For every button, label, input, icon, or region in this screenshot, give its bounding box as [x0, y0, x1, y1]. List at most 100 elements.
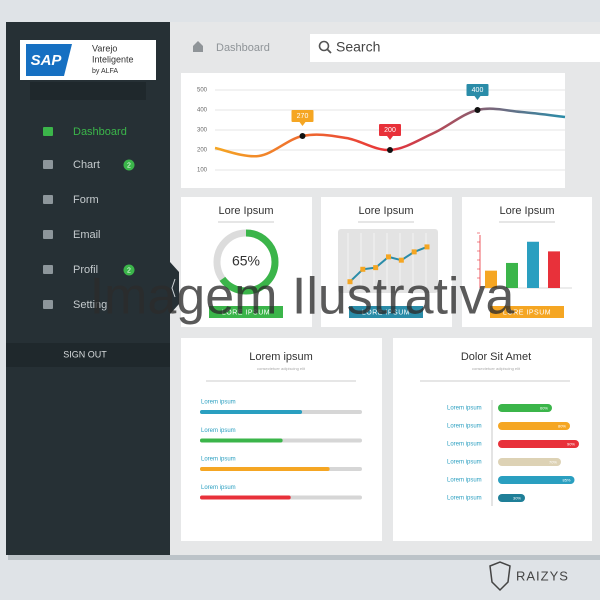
- value-tag-pointer: [387, 136, 393, 140]
- search-icon: [318, 40, 330, 52]
- data-point: [474, 107, 481, 113]
- card-title: Lore Ipsum: [499, 205, 554, 217]
- row-label: Lorem ipsum: [201, 428, 236, 434]
- progress-fill: [200, 410, 303, 414]
- logo-line: Inteligente: [92, 54, 134, 64]
- card-button-label: LORE IPSUM: [503, 309, 551, 316]
- pill-bar: [498, 494, 525, 502]
- pill-bar: [498, 440, 579, 448]
- search-box[interactable]: [310, 34, 600, 62]
- card-button-label: LORE IPSUM: [362, 309, 410, 316]
- search-icon: [326, 48, 332, 54]
- pill-label: 70%: [549, 460, 557, 465]
- toggle-arrow: [171, 278, 176, 298]
- marks: Dashboard Chart 2 Form Email Profil 2 Setting 50…: [43, 84, 579, 506]
- mini-point: [411, 249, 417, 255]
- pill-label: 90%: [567, 442, 575, 447]
- logo-line: Varejo: [92, 43, 117, 53]
- y-tick-label: 200: [197, 148, 208, 154]
- row-label: Lorem ipsum: [201, 400, 236, 406]
- row-label: Lorem ipsum: [201, 485, 236, 491]
- mini-bar: [527, 241, 539, 288]
- menu-icon: [43, 127, 53, 136]
- card-title: Lorem ipsum: [249, 351, 313, 363]
- sidebar-toggle[interactable]: [170, 262, 179, 314]
- pill-bar: [498, 422, 570, 430]
- sign-out[interactable]: SIGN OUT: [63, 349, 107, 359]
- watermark: Imagem Ilustrativa: [90, 268, 515, 326]
- sign-out-bar[interactable]: [6, 343, 170, 367]
- row-label: Lorem ipsum: [447, 496, 482, 502]
- donut-value: [213, 229, 279, 295]
- value-label: 200: [384, 127, 396, 134]
- sidebar: [6, 22, 170, 555]
- value-label: 270: [297, 113, 309, 120]
- menu-item[interactable]: Setting: [73, 299, 107, 311]
- menu-item[interactable]: Form: [73, 194, 99, 206]
- breadcrumb[interactable]: Dashboard: [216, 42, 270, 54]
- pill-label: 85%: [562, 478, 570, 483]
- card-title: Lore Ipsum: [358, 205, 413, 217]
- mini-point: [373, 265, 379, 271]
- menu-icon: [43, 230, 53, 239]
- row-label: Lorem ipsum: [447, 424, 482, 430]
- value-tag-pointer: [299, 122, 306, 126]
- logo-line: by ALFA: [92, 68, 118, 75]
- mini-point: [424, 244, 430, 250]
- donut-label: 65%: [232, 253, 260, 269]
- progress-fill: [200, 495, 291, 500]
- card-subtitle: consectetuer adipiscing elit: [257, 366, 306, 371]
- card-button[interactable]: [490, 306, 564, 318]
- menu-item[interactable]: Email: [73, 229, 101, 241]
- pill-label: 30%: [513, 496, 521, 501]
- menu-item[interactable]: Profil: [73, 264, 98, 276]
- card: [181, 197, 312, 327]
- mini-point: [360, 266, 366, 272]
- progress-fill: [200, 467, 330, 471]
- mini-bar: [548, 251, 560, 288]
- menu-item[interactable]: Chart: [73, 159, 100, 171]
- value-tag: [379, 124, 401, 136]
- row-label: Lorem ipsum: [447, 460, 482, 466]
- value-label: 400: [472, 87, 484, 94]
- y-tick-label: 400: [197, 108, 208, 114]
- logo-brand: SAP: [31, 52, 63, 69]
- mini-bar: [506, 262, 518, 288]
- row-label: Lorem ipsum: [447, 406, 482, 412]
- search-placeholder[interactable]: Search: [336, 39, 380, 55]
- pill-label: 60%: [540, 406, 548, 411]
- logo-strip: [30, 82, 146, 100]
- credit: RAIZYS: [516, 568, 569, 583]
- y-tick-label: 500: [197, 88, 208, 94]
- menu-icon: [43, 300, 53, 309]
- mini-bar: [485, 270, 497, 288]
- credit-emblem: [489, 561, 511, 592]
- card-button-label: LORE IPSUM: [222, 309, 270, 316]
- pill-label: 80%: [558, 424, 566, 429]
- row-label: Lorem ipsum: [201, 457, 236, 463]
- card-title: Dolor Sit Amet: [461, 351, 531, 363]
- badge-count: 2: [127, 267, 131, 274]
- pill-bar: [498, 476, 575, 484]
- data-point: [387, 147, 393, 153]
- bar-card: [393, 338, 592, 541]
- y-tick-label: 300: [197, 128, 208, 134]
- value-tag: [466, 84, 489, 96]
- mini-point: [386, 254, 391, 260]
- card-subtitle: consectetuer adipiscing elit: [472, 366, 521, 371]
- pill-bar: [498, 458, 561, 466]
- row-label: Lorem ipsum: [447, 478, 482, 484]
- badge-count: 2: [127, 162, 131, 169]
- value-tag-pointer: [474, 96, 481, 100]
- data-point: [299, 133, 306, 139]
- mini-point: [398, 257, 404, 263]
- menu-icon: [43, 195, 53, 204]
- card-button[interactable]: [349, 306, 423, 318]
- value-tag: [291, 110, 314, 122]
- menu-item[interactable]: Dashboard: [73, 126, 127, 138]
- card-button[interactable]: [209, 306, 283, 318]
- menu-icon: [43, 265, 53, 274]
- mini-point: [347, 279, 353, 285]
- card-title: Lore Ipsum: [218, 205, 273, 217]
